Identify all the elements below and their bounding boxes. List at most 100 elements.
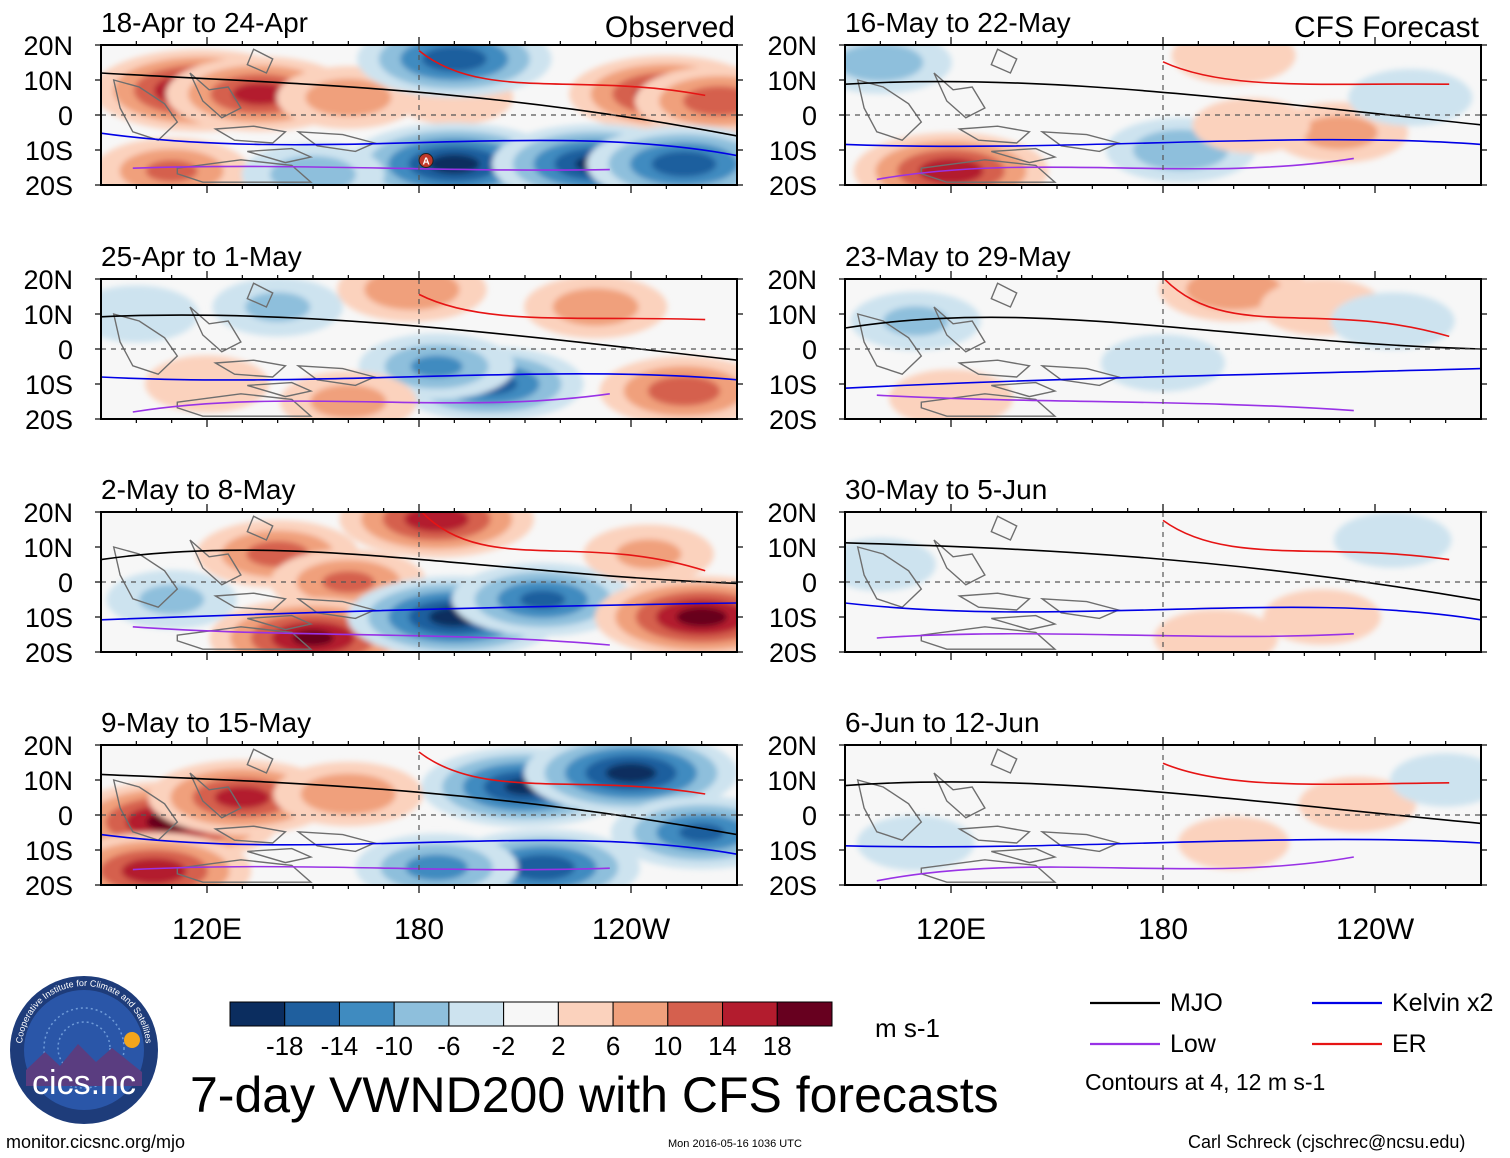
coastline (957, 825, 1031, 844)
anomaly-level (678, 823, 725, 842)
contour-kelvin-x2 (101, 132, 737, 157)
y-tick-label: 0 (58, 101, 73, 131)
contour-er (418, 751, 706, 795)
anomaly-level (322, 571, 375, 593)
anomaly-blob (1330, 292, 1455, 350)
anomaly-level (101, 285, 199, 343)
contour-low (876, 157, 1354, 181)
y-tick-label: 20N (767, 31, 817, 61)
anomaly-blob (1154, 609, 1278, 652)
anomaly-blob (212, 279, 343, 337)
x-tick-label: 180 (1138, 913, 1188, 946)
y-tick-label: 20N (23, 498, 73, 528)
contour-overlays (101, 512, 737, 646)
panel-date-label: 23-May to 29-May (845, 241, 1071, 272)
colorbar-swatch (393, 1001, 450, 1027)
coastline (247, 614, 314, 631)
y-tick-label: 0 (802, 335, 817, 365)
contour-low (132, 865, 610, 871)
y-tick-label: 20N (767, 498, 817, 528)
contour-er (418, 293, 706, 321)
y-tick-label: 20S (769, 638, 817, 668)
contour-low (876, 632, 1354, 639)
contour-overlays (845, 61, 1481, 181)
anomaly-level (428, 154, 480, 174)
coastline (1039, 597, 1121, 620)
anomaly-level (856, 815, 975, 871)
coastline (957, 592, 1031, 611)
contour-overlays (101, 49, 737, 171)
anomaly-blob (1171, 45, 1296, 84)
contour-low (132, 393, 610, 413)
anomaly-level (605, 763, 657, 783)
coastlines (112, 748, 377, 883)
anomaly-blob (357, 45, 552, 98)
y-tick-label: 10N (23, 533, 73, 563)
colorbar-swatch (448, 1001, 505, 1027)
shaded-blobs (101, 45, 737, 185)
website-link[interactable]: monitor.cicsnc.org/mjo (6, 1132, 186, 1152)
colorbar-units: m s-1 (875, 1013, 940, 1043)
coastline (856, 546, 923, 608)
y-tick-label: 10S (25, 836, 73, 866)
contour-er (420, 512, 706, 572)
colorbar-tick-label: 18 (763, 1031, 792, 1061)
anomaly-level (1171, 45, 1296, 84)
shaded-field (856, 753, 1481, 871)
contour-kelvin-x2 (845, 367, 1481, 389)
x-tick-label: 120E (916, 913, 986, 946)
coastline (189, 306, 242, 353)
contour-kelvin-x2 (845, 138, 1481, 148)
coastlines (856, 282, 1121, 417)
coastline (933, 772, 986, 819)
anomaly-blob (1298, 776, 1417, 833)
anomaly-blob (856, 815, 975, 871)
panel-ticks (839, 504, 1487, 660)
anomaly-blob (583, 524, 714, 584)
x-tick-label: 120W (1336, 913, 1415, 946)
legend-label: Kelvin x2 (1392, 989, 1493, 1017)
coastline (1039, 130, 1121, 153)
coastline (176, 159, 313, 183)
legend-label: ER (1392, 1030, 1427, 1058)
panel-ticks (95, 37, 743, 193)
panel-date-label: 16-May to 22-May (845, 7, 1071, 38)
contour-mjo (101, 549, 737, 585)
panel-ticks (839, 37, 1487, 193)
y-tick-label: 20N (23, 265, 73, 295)
colorbar-swatch (338, 1001, 395, 1027)
anomaly-level (1186, 279, 1282, 310)
contour-mjo (101, 72, 737, 137)
legend-label: MJO (1170, 989, 1223, 1017)
anomaly-level (845, 45, 924, 82)
panel-ticks (95, 271, 743, 427)
colorbar-tick-label: 6 (606, 1031, 620, 1061)
shaded-field (845, 512, 1452, 652)
coastline (856, 79, 923, 141)
shaded-field (101, 45, 737, 185)
coastline (247, 381, 314, 398)
coastline (112, 779, 179, 841)
anomaly-level (676, 607, 728, 627)
coastline (112, 79, 179, 141)
anomaly-blob (101, 138, 250, 185)
anomaly-level (405, 854, 468, 881)
coastline (991, 381, 1058, 398)
shaded-blobs (101, 745, 737, 885)
anomaly-blob (1348, 69, 1473, 126)
panel-1: 20N 10N 0 10S 20S 18-Apr to 24-Apr Observed A (23, 7, 743, 201)
contour-overlays (845, 762, 1481, 882)
y-tick-label: 20S (25, 638, 73, 668)
y-tick-label: 10S (769, 603, 817, 633)
anomaly-level (364, 279, 460, 310)
x-tick-label: 120W (592, 913, 671, 946)
coastline (213, 592, 287, 611)
colorbar-swatch (557, 1001, 614, 1027)
anomaly-level (1154, 609, 1278, 652)
contour-er (1162, 61, 1450, 86)
colorbar-swatch (284, 1001, 340, 1027)
coastline (112, 313, 179, 375)
y-tick-label: 10N (767, 300, 817, 330)
legend-item-kelvin-x2: Kelvin x2 (1312, 989, 1493, 1017)
contour-kelvin-x2 (101, 833, 737, 855)
